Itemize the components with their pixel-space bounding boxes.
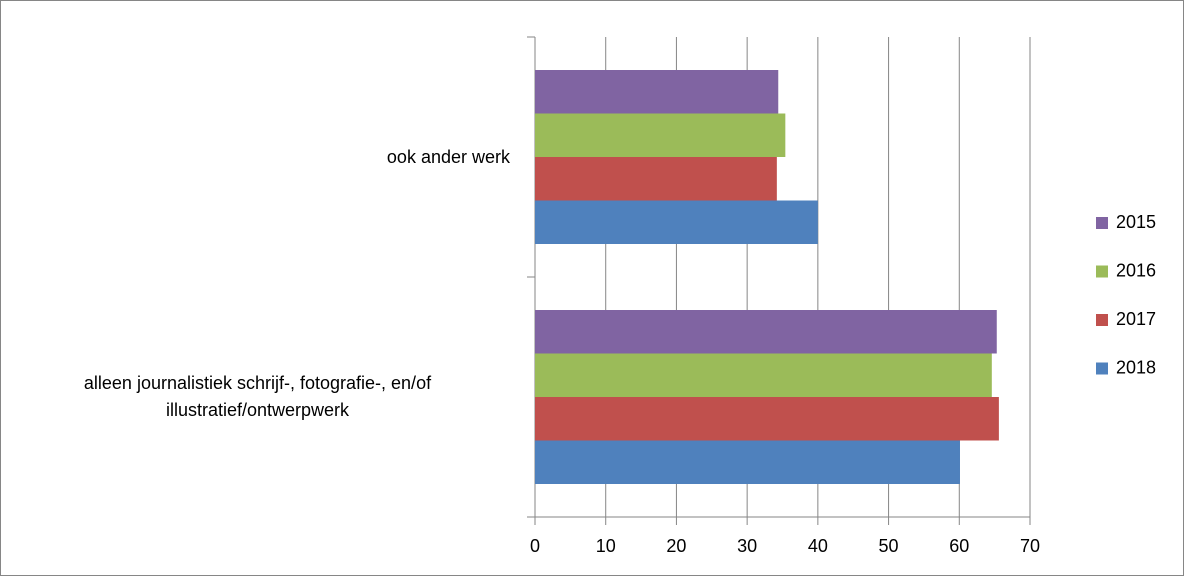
x-tick-label: 30 xyxy=(737,536,757,556)
legend-label: 2017 xyxy=(1116,309,1156,329)
y-tick-label: alleen journalistiek schrijf-, fotografi… xyxy=(83,373,432,420)
x-tick-label: 70 xyxy=(1020,536,1040,556)
x-tick-label: 10 xyxy=(596,536,616,556)
x-tick-label: 20 xyxy=(666,536,686,556)
legend-label: 2016 xyxy=(1116,260,1156,280)
bar xyxy=(535,113,786,157)
x-tick-label: 50 xyxy=(879,536,899,556)
bar xyxy=(535,200,818,244)
legend-label: 2018 xyxy=(1116,357,1156,377)
x-tick-label: 0 xyxy=(530,536,540,556)
category-label-box: ook ander werk xyxy=(5,37,510,277)
x-tick-label: 60 xyxy=(949,536,969,556)
x-tick-label: 40 xyxy=(808,536,828,556)
legend-swatch xyxy=(1096,314,1108,326)
y-tick-label-box: alleen journalistiek schrijf-, fotografi… xyxy=(5,277,510,517)
bar xyxy=(535,353,992,397)
bar xyxy=(535,70,779,114)
y-tick-label: ook ander werk xyxy=(386,146,510,167)
legend-swatch xyxy=(1096,265,1108,278)
legend-swatch xyxy=(1096,217,1108,229)
bar xyxy=(535,310,997,354)
bar xyxy=(535,157,777,201)
category-label-box: alleen journalistiek schrijf-, fotografi… xyxy=(5,277,510,517)
y-tick-label-box: ook ander werk xyxy=(5,37,510,277)
legend-label: 2015 xyxy=(1116,212,1156,232)
bar xyxy=(535,397,999,441)
legend-swatch xyxy=(1096,362,1108,375)
bar xyxy=(535,440,960,484)
